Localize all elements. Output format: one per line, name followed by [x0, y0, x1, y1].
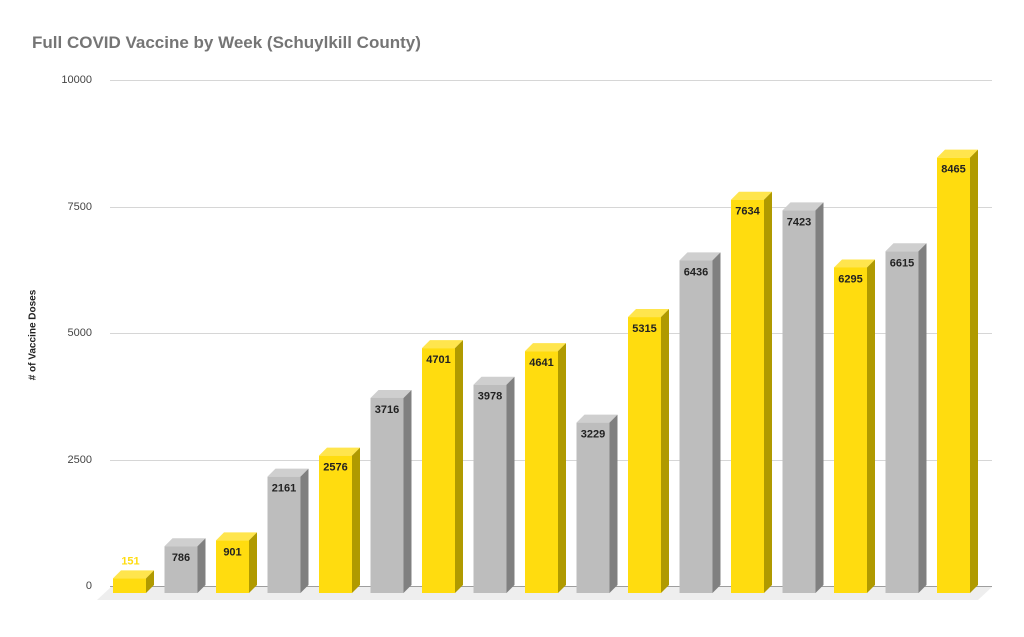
bar-top-face	[885, 243, 927, 252]
gridline-5000	[110, 333, 992, 334]
bar-value-label: 2161	[272, 483, 296, 495]
bar-week-10: 3229	[576, 414, 618, 593]
bar-front-face	[937, 157, 970, 593]
bar-value-label: 5315	[632, 323, 656, 335]
bar-top-face	[113, 570, 154, 579]
bar-side-face	[249, 532, 257, 593]
bar-side-face	[712, 252, 721, 594]
bar-value-label: 4641	[529, 357, 553, 369]
bar-front-face	[113, 578, 146, 593]
bar-top-face	[937, 149, 978, 158]
bar-top-face	[216, 532, 257, 541]
bar-front-face	[576, 422, 610, 593]
gridline-10000	[110, 80, 992, 81]
bar-side-face	[146, 570, 154, 593]
bar-week-5: 2576	[319, 447, 360, 593]
bar-front-face	[267, 476, 301, 593]
bar-top-face	[576, 414, 618, 423]
bar-front-face	[216, 540, 249, 593]
bar-value-label: 3716	[375, 404, 399, 416]
bar-front-face	[370, 397, 404, 593]
bar-front-face	[885, 251, 919, 593]
bar-top-face	[731, 191, 772, 200]
y-tick-2500: 2500	[67, 454, 92, 466]
bar-front-face	[525, 351, 558, 593]
bar-side-face	[506, 376, 515, 593]
bar-week-1: 151	[113, 555, 154, 593]
bar-week-3: 901	[216, 532, 257, 593]
bar-side-face	[352, 447, 360, 593]
bar-value-label: 7634	[735, 206, 760, 218]
chart-title: Full COVID Vaccine by Week (Schuylkill C…	[32, 33, 421, 52]
bar-side-face	[970, 149, 978, 593]
bar-top-face	[319, 447, 360, 456]
bar-front-face	[473, 384, 507, 593]
bar-side-face	[403, 389, 412, 593]
bar-front-face	[782, 210, 816, 594]
bar-top-face	[422, 340, 463, 349]
bar-top-face	[525, 343, 566, 352]
bar-side-face	[455, 340, 463, 593]
bar-week-13: 7634	[731, 191, 772, 593]
bar-top-face	[267, 468, 309, 477]
bar-value-label: 6436	[684, 266, 708, 278]
bar-value-label: 7423	[787, 216, 811, 228]
bar-side-face	[197, 538, 206, 593]
bar-side-face	[918, 243, 927, 593]
bar-week-14: 7423	[782, 202, 824, 594]
y-tick-7500: 7500	[67, 201, 92, 213]
bar-side-face	[764, 191, 772, 593]
bar-side-face	[661, 309, 669, 593]
bar-week-15: 6295	[834, 259, 875, 593]
bar-value-label: 151	[121, 555, 139, 567]
bar-front-face	[834, 267, 867, 593]
bar-top-face	[164, 538, 206, 547]
bar-top-face	[473, 376, 515, 385]
bar-side-face	[558, 343, 566, 593]
bar-week-7: 4701	[422, 340, 463, 593]
bar-value-label: 3978	[478, 391, 502, 403]
bar-side-face	[609, 414, 618, 593]
gridline-7500	[110, 207, 992, 208]
bar-week-8: 3978	[473, 376, 515, 593]
bar-week-11: 5315	[628, 309, 669, 593]
bar-side-face	[815, 202, 824, 594]
bar-week-2: 786	[164, 538, 206, 593]
bar-front-face	[731, 199, 764, 593]
bar-value-label: 2576	[323, 462, 347, 474]
bar-week-16: 6615	[885, 243, 927, 593]
bar-front-face	[679, 260, 713, 593]
bar-top-face	[782, 202, 824, 211]
bar-week-12: 6436	[679, 252, 721, 594]
bar-top-face	[370, 389, 412, 398]
bar-value-label: 3229	[581, 429, 605, 441]
bar-side-face	[867, 259, 875, 593]
bar-value-label: 6615	[890, 257, 914, 269]
y-tick-5000: 5000	[67, 327, 92, 339]
bar-front-face	[422, 348, 455, 593]
bar-front-face	[319, 455, 352, 593]
bar-week-6: 3716	[370, 389, 412, 593]
y-tick-10000: 10000	[61, 74, 92, 86]
bar-front-face	[628, 317, 661, 593]
bar-week-17: 8465	[937, 149, 978, 593]
bar-value-label: 6295	[838, 273, 862, 285]
bar-value-label: 8465	[941, 164, 965, 176]
bar-top-face	[628, 309, 669, 318]
bar-value-label: 901	[223, 546, 241, 558]
bar-side-face	[300, 468, 309, 593]
bar-week-4: 2161	[267, 468, 309, 593]
bar-front-face	[164, 546, 198, 593]
bar-value-label: 4701	[426, 354, 450, 366]
bar-top-face	[834, 259, 875, 268]
bar-value-label: 786	[172, 552, 190, 564]
y-tick-0: 0	[85, 580, 92, 592]
bar-top-face	[679, 252, 721, 261]
bar-week-9: 4641	[525, 343, 566, 593]
